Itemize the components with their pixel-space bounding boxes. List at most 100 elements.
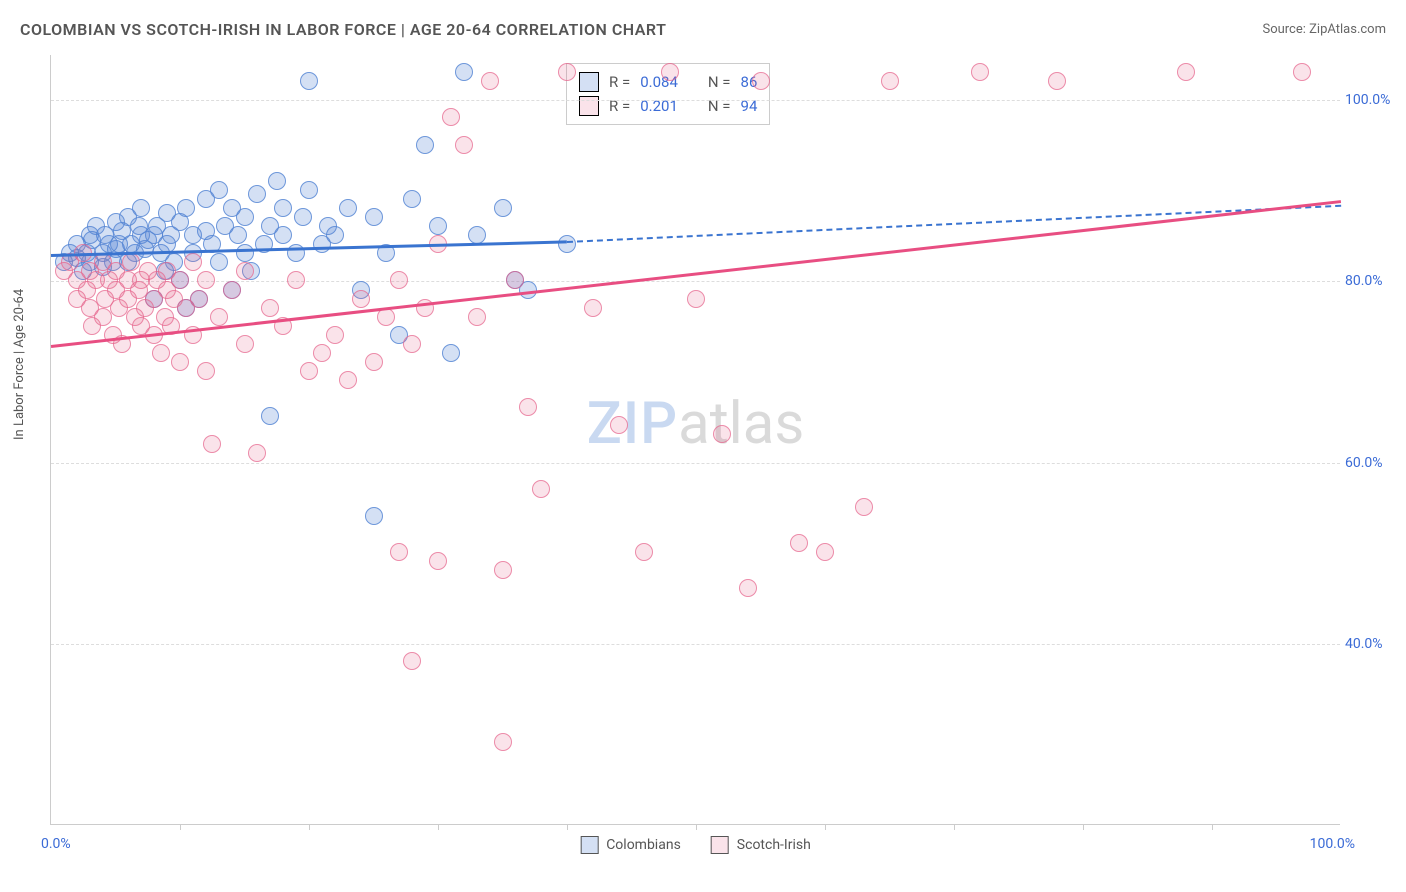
data-point <box>519 398 537 416</box>
data-point <box>236 244 254 262</box>
data-point <box>429 217 447 235</box>
data-point <box>1293 63 1311 81</box>
data-point <box>506 271 524 289</box>
data-point <box>1048 72 1066 90</box>
data-point <box>713 425 731 443</box>
data-point <box>390 271 408 289</box>
data-point <box>274 199 292 217</box>
data-point <box>326 226 344 244</box>
data-point <box>300 362 318 380</box>
x-axis-min-label: 0.0% <box>41 836 71 852</box>
data-point <box>403 335 421 353</box>
series-legend: Colombians Scotch-Irish <box>580 836 811 854</box>
data-point <box>687 290 705 308</box>
data-point <box>468 308 486 326</box>
legend-swatch-scotch-irish <box>579 96 599 116</box>
data-point <box>184 253 202 271</box>
data-point <box>365 353 383 371</box>
data-point <box>752 72 770 90</box>
legend-color-scotch-irish <box>711 836 729 854</box>
data-point <box>152 344 170 362</box>
data-point <box>494 733 512 751</box>
data-point <box>352 290 370 308</box>
trend-line-extrapolated <box>567 204 1341 242</box>
data-point <box>558 63 576 81</box>
data-point <box>365 208 383 226</box>
data-point <box>197 271 215 289</box>
x-tick-mark <box>438 824 439 830</box>
data-point <box>584 299 602 317</box>
x-tick-mark <box>696 824 697 830</box>
legend-swatch-colombians <box>579 72 599 92</box>
data-point <box>326 326 344 344</box>
data-point <box>739 579 757 597</box>
legend-item-scotch-irish: Scotch-Irish <box>711 836 811 854</box>
data-point <box>442 108 460 126</box>
gridline <box>51 281 1340 282</box>
data-point <box>210 253 228 271</box>
source-attribution: Source: ZipAtlas.com <box>1262 22 1386 37</box>
n-label: N = <box>708 73 731 91</box>
y-tick-label: 60.0% <box>1345 455 1400 471</box>
data-point <box>661 63 679 81</box>
data-point <box>1177 63 1195 81</box>
data-point <box>210 308 228 326</box>
data-point <box>236 208 254 226</box>
data-point <box>855 498 873 516</box>
data-point <box>197 362 215 380</box>
data-point <box>261 407 279 425</box>
x-tick-mark <box>1212 824 1213 830</box>
data-point <box>94 308 112 326</box>
data-point <box>881 72 899 90</box>
data-point <box>177 199 195 217</box>
data-point <box>635 543 653 561</box>
data-point <box>268 172 286 190</box>
data-point <box>287 271 305 289</box>
x-tick-mark <box>954 824 955 830</box>
x-tick-mark <box>309 824 310 830</box>
data-point <box>494 561 512 579</box>
x-tick-mark <box>825 824 826 830</box>
y-tick-label: 40.0% <box>1345 636 1400 652</box>
data-point <box>455 136 473 154</box>
data-point <box>610 416 628 434</box>
data-point <box>429 552 447 570</box>
data-point <box>236 262 254 280</box>
x-tick-mark <box>567 824 568 830</box>
r-label: R = <box>609 73 630 91</box>
source-prefix: Source: <box>1262 22 1309 37</box>
data-point <box>558 235 576 253</box>
legend-color-colombians <box>580 836 598 854</box>
x-axis-max-label: 100.0% <box>1310 836 1355 852</box>
data-point <box>455 63 473 81</box>
data-point <box>790 534 808 552</box>
data-point <box>416 136 434 154</box>
gridline <box>51 644 1340 645</box>
data-point <box>481 72 499 90</box>
legend-label-colombians: Colombians <box>606 837 681 853</box>
legend-row-scotch-irish: R = 0.201 N = 94 <box>579 94 757 118</box>
y-tick-label: 80.0% <box>1345 273 1400 289</box>
x-tick-mark <box>180 824 181 830</box>
data-point <box>236 335 254 353</box>
gridline <box>51 100 1340 101</box>
data-point <box>468 226 486 244</box>
data-point <box>248 444 266 462</box>
data-point <box>971 63 989 81</box>
data-point <box>313 344 331 362</box>
gridline <box>51 463 1340 464</box>
data-point <box>171 353 189 371</box>
data-point <box>365 507 383 525</box>
chart-plot-area: ZIPatlas R = 0.084 N = 86 R = 0.201 N = … <box>50 55 1340 825</box>
data-point <box>171 271 189 289</box>
data-point <box>122 253 140 271</box>
data-point <box>403 190 421 208</box>
y-axis-label: In Labor Force | Age 20-64 <box>12 289 27 440</box>
data-point <box>816 543 834 561</box>
data-point <box>190 290 208 308</box>
data-point <box>203 435 221 453</box>
data-point <box>274 226 292 244</box>
data-point <box>300 181 318 199</box>
source-name: ZipAtlas.com <box>1309 22 1386 37</box>
legend-label-scotch-irish: Scotch-Irish <box>737 837 811 853</box>
